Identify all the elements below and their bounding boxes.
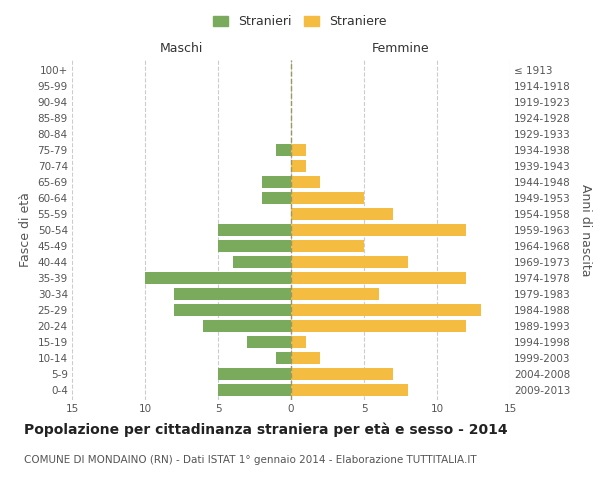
Bar [291,272,466,284]
Y-axis label: Anni di nascita: Anni di nascita [579,184,592,276]
Text: COMUNE DI MONDAINO (RN) - Dati ISTAT 1° gennaio 2014 - Elaborazione TUTTITALIA.I: COMUNE DI MONDAINO (RN) - Dati ISTAT 1° … [24,455,476,465]
Bar [291,160,305,172]
Bar [291,240,364,252]
Bar [277,144,291,156]
Text: Femmine: Femmine [371,42,430,55]
Bar [291,304,481,316]
Bar [291,384,408,396]
Bar [291,352,320,364]
Bar [247,336,291,348]
Bar [262,192,291,204]
Bar [203,320,291,332]
Text: Maschi: Maschi [160,42,203,55]
Bar [218,368,291,380]
Bar [218,224,291,236]
Legend: Stranieri, Straniere: Stranieri, Straniere [209,11,391,32]
Bar [262,176,291,188]
Bar [218,384,291,396]
Bar [218,240,291,252]
Bar [291,256,408,268]
Bar [291,176,320,188]
Bar [291,224,466,236]
Bar [291,144,305,156]
Bar [291,208,393,220]
Bar [291,368,393,380]
Bar [174,304,291,316]
Bar [145,272,291,284]
Bar [291,288,379,300]
Bar [291,320,466,332]
Bar [233,256,291,268]
Bar [291,192,364,204]
Bar [277,352,291,364]
Y-axis label: Fasce di età: Fasce di età [19,192,32,268]
Text: Popolazione per cittadinanza straniera per età e sesso - 2014: Popolazione per cittadinanza straniera p… [24,422,508,437]
Bar [291,336,305,348]
Bar [174,288,291,300]
